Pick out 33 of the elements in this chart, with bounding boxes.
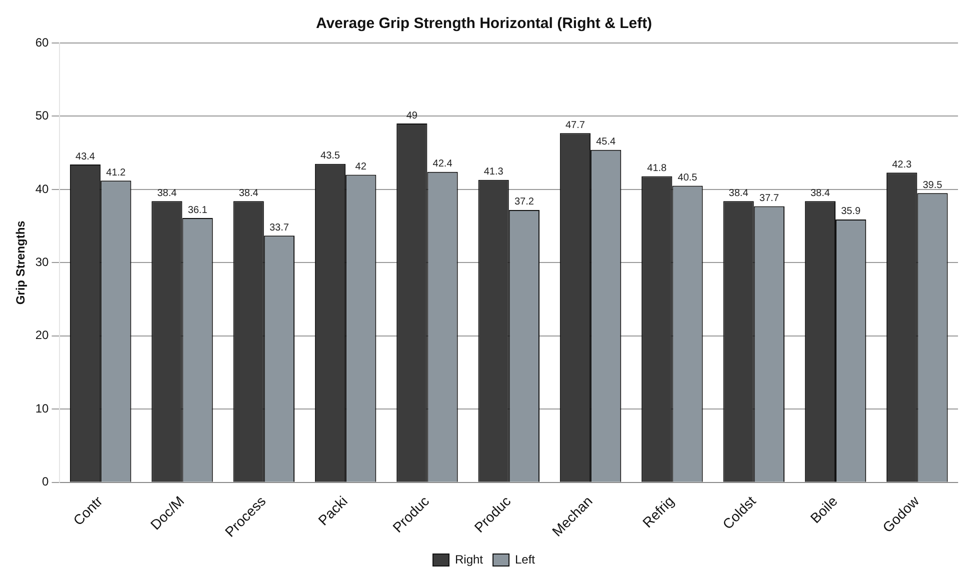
data-label: 42.3 xyxy=(892,159,912,170)
chart-title: Average Grip Strength Horizontal (Right & Left) xyxy=(316,15,652,32)
y-tick-label: 0 xyxy=(42,474,50,489)
y-tick-label: 60 xyxy=(35,35,50,50)
y-tick-label: 30 xyxy=(35,254,50,269)
data-label: 42 xyxy=(355,162,367,173)
y-tick-label: 40 xyxy=(35,182,50,196)
y-tick-label: 50 xyxy=(35,108,50,123)
y-tick-label: 10 xyxy=(35,401,50,416)
data-label: 45.4 xyxy=(596,136,616,148)
data-label: 36.1 xyxy=(188,204,208,216)
data-label: 41.8 xyxy=(647,163,668,174)
data-label: 37.2 xyxy=(514,196,534,208)
y-axis-title: Grip Strengths xyxy=(14,220,28,305)
data-label: 38.4 xyxy=(238,188,259,199)
data-label: 38.4 xyxy=(728,188,749,199)
data-label: 43.5 xyxy=(320,150,340,162)
y-tick-label: 20 xyxy=(35,328,50,342)
data-label: 43.4 xyxy=(76,151,96,162)
data-label: 41.3 xyxy=(484,166,504,178)
data-label: 35.9 xyxy=(841,206,861,218)
data-label: 39.5 xyxy=(922,180,943,191)
data-label: 33.7 xyxy=(269,222,290,234)
data-label: 47.7 xyxy=(565,120,586,131)
data-label: 49 xyxy=(406,110,418,122)
data-label: 40.5 xyxy=(678,172,698,184)
data-label: 42.4 xyxy=(432,158,453,170)
data-label: 38.4 xyxy=(157,188,178,199)
data-label: 38.4 xyxy=(810,188,830,199)
data-label: 41.2 xyxy=(106,167,126,178)
legend-label: Right xyxy=(454,552,484,566)
legend-label: Left xyxy=(515,552,536,566)
data-label: 37.7 xyxy=(759,193,780,204)
